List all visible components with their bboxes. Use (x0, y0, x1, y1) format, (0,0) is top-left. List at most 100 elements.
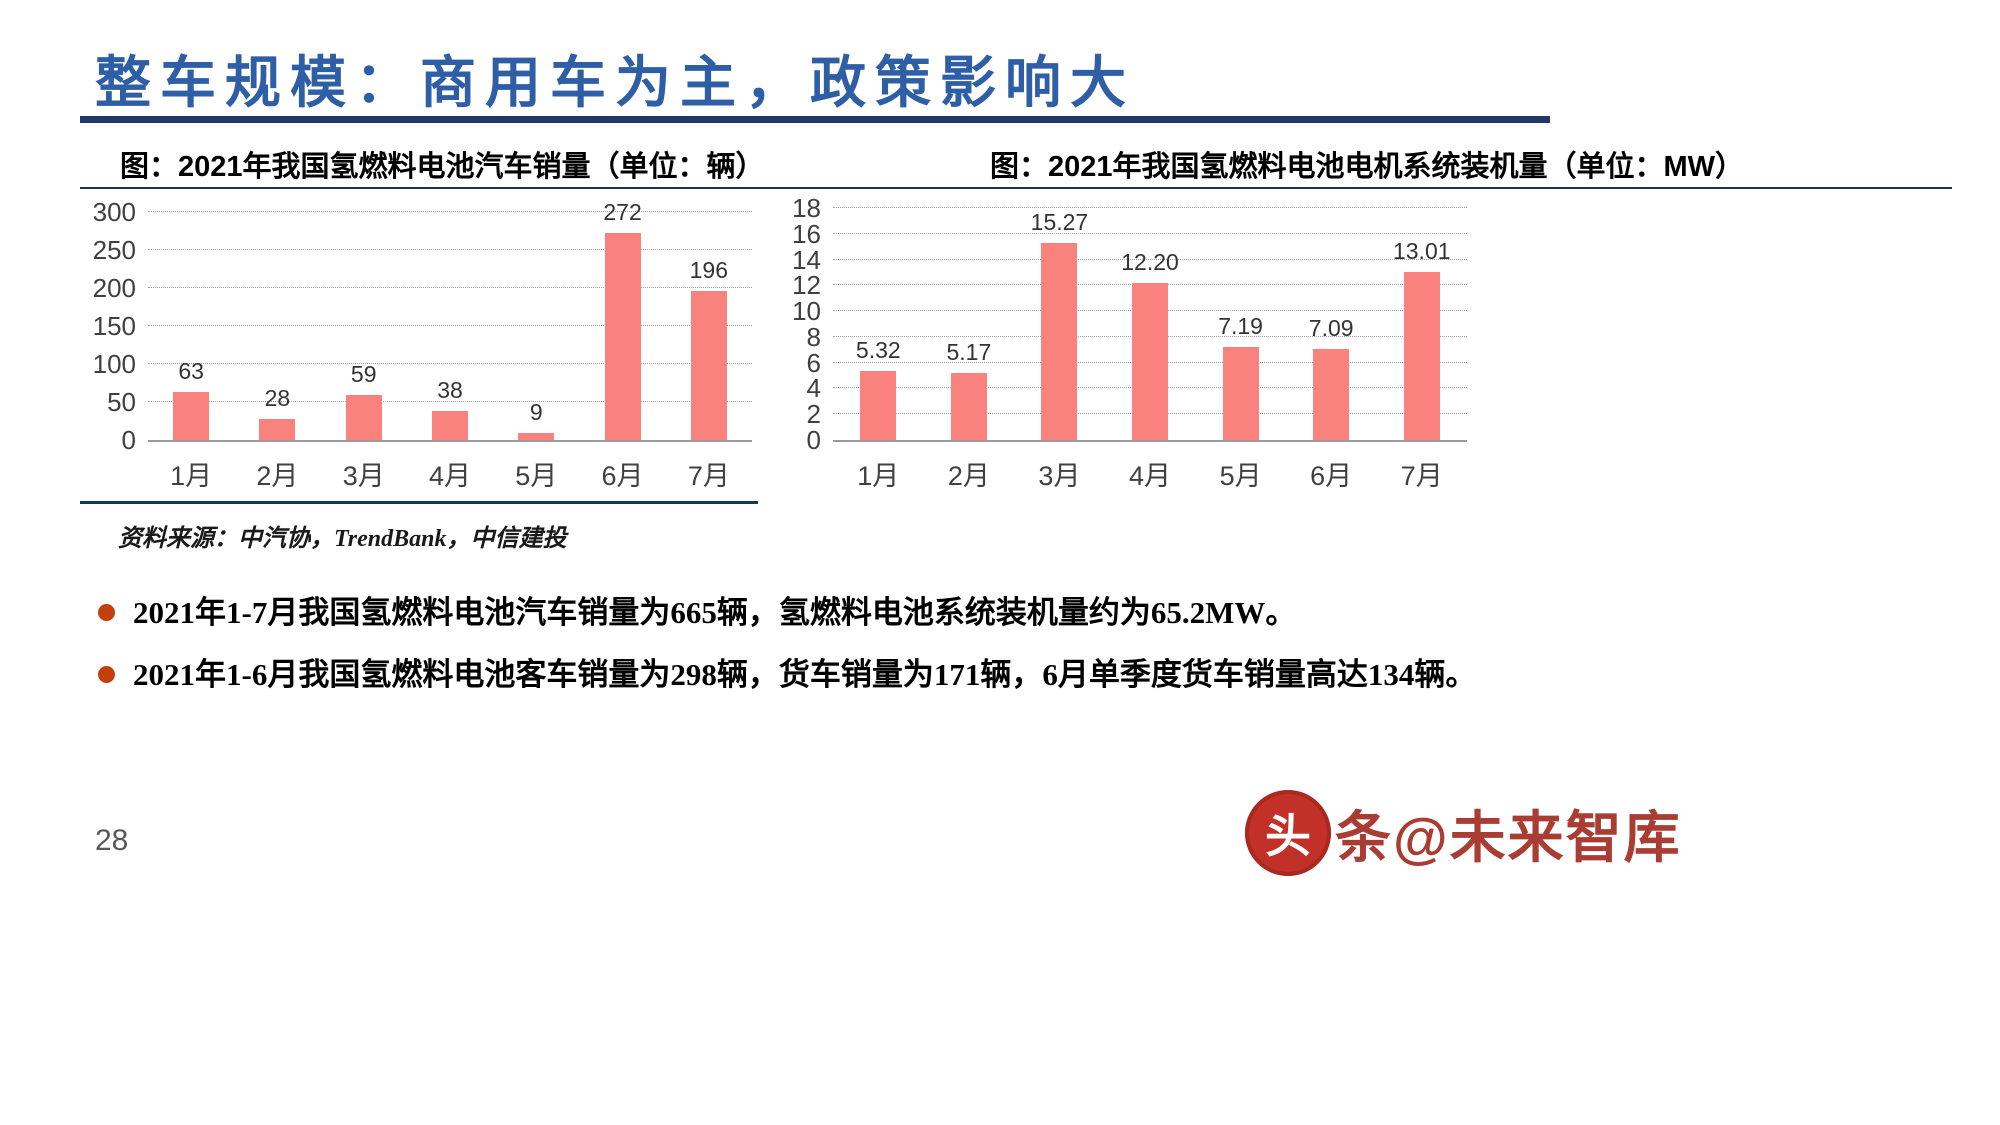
y-tick-label: 16 (792, 218, 821, 249)
bar-value-label: 9 (529, 399, 543, 426)
bar-7月: 13.01 (1376, 208, 1467, 440)
bar-value-label: 7.09 (1308, 314, 1354, 341)
watermark-text: 条@未来智库 (1335, 805, 1682, 869)
bar-value-label: 5.32 (855, 337, 901, 364)
bar-5月: 9 (493, 212, 579, 440)
x-tick-label: 1月 (857, 461, 900, 491)
y-tick-label: 2 (806, 399, 821, 430)
watermark: 头 条@未来智库 (1245, 790, 1682, 876)
bar-value-label: 196 (689, 257, 729, 284)
bullet-icon (98, 665, 115, 683)
y-axis: 0 50 100 150 200 250 300 (90, 199, 148, 453)
bar (1313, 348, 1350, 440)
y-tick-label: 18 (792, 193, 821, 223)
gridline (148, 401, 752, 402)
left-chart-bottom-rule (80, 501, 758, 504)
y-tick-label: 250 (92, 235, 136, 265)
x-tick-label: 6月 (1310, 461, 1353, 491)
x-tick-label: 1月 (170, 461, 213, 491)
gridline (833, 207, 1467, 208)
right-chart-title: 图：2021年我国氢燃料电池电机系统装机量（单位：MW） (990, 151, 1745, 183)
bar (690, 291, 727, 440)
bar-5月: 7.19 (1195, 208, 1286, 440)
x-tick-label: 4月 (1129, 461, 1172, 491)
bar-1月: 5.32 (833, 208, 924, 440)
x-tick-label: 3月 (342, 461, 385, 491)
gridline (148, 249, 752, 250)
bar (1403, 272, 1440, 440)
y-tick-label: 8 (806, 321, 821, 352)
list-item: 2021年1-6月我国氢燃料电池客车销量为298辆，货车销量为171辆，6月单季… (92, 654, 1882, 696)
system-installed-bar-chart: 0 2 4 6 8 10 12 14 16 18 5.32 5.17 15.27 12.20 7.19 7.… (775, 195, 1467, 493)
plot-area: 63 28 59 38 9 272 196 (148, 199, 752, 442)
y-tick-label: 100 (92, 349, 136, 379)
left-chart-title: 图：2021年我国氢燃料电池汽车销量（单位：辆） (120, 151, 765, 183)
x-tick-label: 7月 (687, 461, 730, 491)
page-number: 28 (95, 824, 129, 857)
bar-value-label: 15.27 (1030, 209, 1089, 236)
page-title: 整车规模：商用车为主，政策影响大 (95, 51, 1135, 114)
bar (173, 392, 210, 440)
plot-area: 5.32 5.17 15.27 12.20 7.19 7.09 13.01 (833, 207, 1467, 442)
gridline (833, 232, 1467, 234)
y-tick-label: 10 (792, 296, 821, 327)
seal-logo-icon: 头 (1245, 790, 1331, 876)
y-tick-label: 12 (792, 270, 821, 301)
bullet-text: 2021年1-7月我国氢燃料电池汽车销量为665辆，氢燃料电池系统装机量约为65… (133, 595, 1297, 630)
bar (1132, 282, 1169, 440)
bar (604, 233, 641, 440)
y-tick-label: 50 (107, 387, 136, 417)
bullet-text: 2021年1-6月我国氢燃料电池客车销量为298辆，货车销量为171辆，6月单季… (133, 656, 1477, 692)
gridline (833, 258, 1467, 260)
x-tick-label: 2月 (256, 461, 299, 491)
bar-value-label: 12.20 (1121, 248, 1179, 275)
bar-value-label: 272 (603, 199, 642, 226)
bar-value-label: 28 (264, 384, 291, 411)
bar-7月: 196 (666, 212, 752, 440)
gridline (148, 211, 752, 212)
bar-6月: 7.09 (1286, 208, 1377, 440)
x-tick-label: 5月 (515, 461, 558, 491)
x-tick-label: 5月 (1219, 461, 1262, 491)
bar-3月: 15.27 (1014, 208, 1105, 440)
bar-4月: 38 (407, 212, 493, 440)
bar-2月: 28 (234, 212, 320, 440)
bar-value-label: 38 (437, 377, 463, 404)
x-tick-label: 7月 (1400, 461, 1443, 491)
bar-1月: 63 (148, 212, 234, 440)
y-tick-label: 0 (121, 425, 136, 455)
y-tick-label: 200 (92, 273, 136, 303)
x-axis: 1月 2月 3月 4月 5月 6月 7月 (148, 454, 752, 493)
chart-body: 0 2 4 6 8 10 12 14 16 18 5.32 5.17 15.27 12.20 7.19 7.… (775, 195, 1467, 453)
x-tick-label: 3月 (1038, 461, 1081, 491)
bar (860, 371, 897, 440)
charts-top-rule (80, 187, 1952, 189)
bar (431, 411, 468, 440)
bar (518, 433, 555, 440)
y-tick-label: 14 (792, 244, 821, 275)
bar-3月: 59 (321, 212, 407, 440)
title-underline (80, 116, 1550, 123)
y-tick-label: 6 (806, 347, 821, 378)
x-tick-label: 6月 (601, 461, 644, 491)
bar-value-label: 63 (178, 358, 204, 385)
bar (259, 418, 296, 440)
y-tick-label: 150 (92, 311, 136, 341)
bar (1041, 243, 1078, 440)
x-tick-label: 4月 (428, 461, 471, 491)
gridline (148, 363, 752, 364)
bar-value-label: 13.01 (1392, 238, 1451, 265)
y-tick-label: 300 (92, 197, 136, 227)
chart-body: 0 50 100 150 200 250 300 63 28 59 38 9 272 196 (90, 199, 752, 453)
bar (950, 373, 987, 440)
list-item: 2021年1-7月我国氢燃料电池汽车销量为665辆，氢燃料电池系统装机量约为65… (92, 592, 1882, 634)
bar-6月: 272 (579, 199, 665, 440)
y-tick-label: 4 (806, 373, 821, 404)
y-axis: 0 2 4 6 8 10 12 14 16 18 (775, 195, 833, 453)
bullet-list: 2021年1-7月我国氢燃料电池汽车销量为665辆，氢燃料电池系统装机量约为65… (92, 592, 1882, 716)
bar-2月: 5.17 (924, 208, 1015, 440)
gridline (148, 325, 752, 326)
bullet-icon (98, 604, 115, 621)
bar (345, 395, 382, 440)
